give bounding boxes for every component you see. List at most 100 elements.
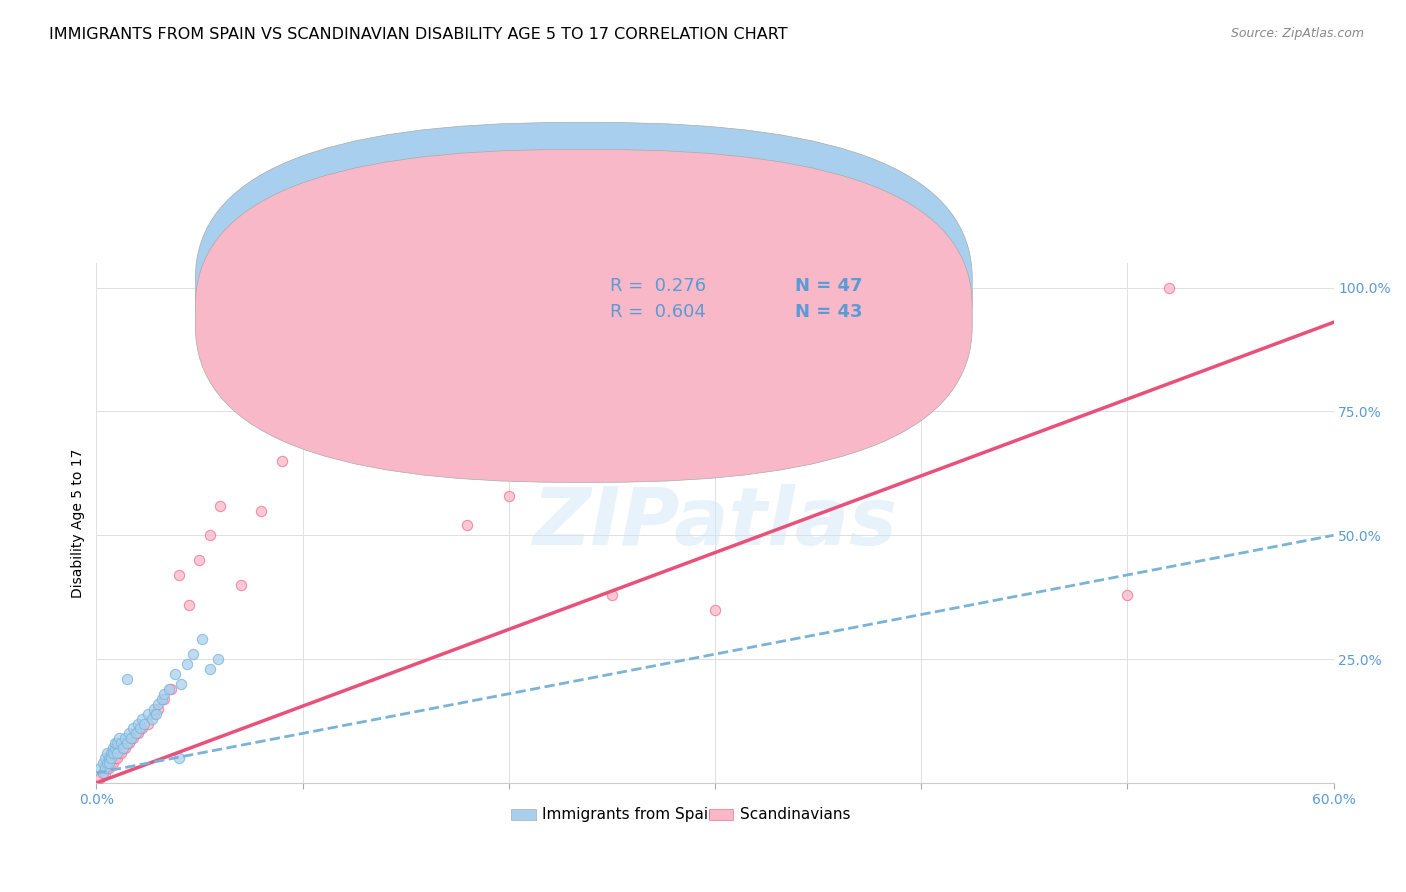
Point xyxy=(374,404,396,418)
Point xyxy=(415,380,437,394)
Point xyxy=(188,553,211,567)
Point xyxy=(209,499,232,513)
Point xyxy=(498,489,520,503)
Point xyxy=(198,662,221,676)
Point xyxy=(131,712,153,726)
Point xyxy=(167,568,190,582)
Point xyxy=(117,736,139,750)
Point xyxy=(110,736,132,750)
Point xyxy=(91,756,114,771)
Point xyxy=(112,741,135,756)
Point xyxy=(207,652,229,666)
Point xyxy=(120,731,142,746)
Point xyxy=(150,691,173,706)
Point xyxy=(141,712,163,726)
Text: Immigrants from Spain: Immigrants from Spain xyxy=(541,807,717,822)
Point xyxy=(96,746,118,760)
Point xyxy=(100,746,122,760)
Point xyxy=(157,681,180,696)
Point xyxy=(96,756,118,771)
Point xyxy=(100,751,122,765)
Point xyxy=(105,746,128,760)
Point xyxy=(148,701,170,715)
Point xyxy=(97,761,120,775)
Point xyxy=(93,761,115,775)
FancyBboxPatch shape xyxy=(195,122,973,455)
Point xyxy=(89,761,111,775)
Point xyxy=(104,736,127,750)
Point xyxy=(128,722,150,736)
Point xyxy=(120,731,142,746)
Point xyxy=(101,746,124,760)
Point xyxy=(127,726,149,740)
Point xyxy=(108,746,131,760)
Point xyxy=(176,657,198,671)
Point xyxy=(97,756,120,771)
Point xyxy=(117,672,139,686)
Point xyxy=(124,726,146,740)
Point xyxy=(333,280,356,294)
Point xyxy=(181,647,204,661)
Point xyxy=(143,706,166,721)
Point xyxy=(703,602,725,616)
Point xyxy=(131,722,153,736)
Point xyxy=(104,741,127,756)
Point xyxy=(101,756,124,771)
Text: N = 43: N = 43 xyxy=(796,303,863,321)
Point xyxy=(145,706,167,721)
Point xyxy=(105,751,128,765)
Point xyxy=(132,716,155,731)
Point xyxy=(114,741,136,756)
Point xyxy=(148,697,170,711)
Point xyxy=(1116,588,1139,602)
Point xyxy=(91,766,114,780)
Y-axis label: Disability Age 5 to 17: Disability Age 5 to 17 xyxy=(72,448,86,598)
Text: R =  0.276: R = 0.276 xyxy=(610,277,706,295)
Point xyxy=(179,598,201,612)
Point xyxy=(153,691,176,706)
Point xyxy=(96,761,118,775)
Point xyxy=(229,578,252,592)
Point xyxy=(97,751,120,765)
Point xyxy=(136,716,159,731)
Point xyxy=(122,722,145,736)
Point xyxy=(127,716,149,731)
FancyBboxPatch shape xyxy=(554,270,876,333)
Point xyxy=(93,766,115,780)
Point xyxy=(110,746,132,760)
Point xyxy=(93,751,115,765)
Point xyxy=(101,741,124,756)
Point xyxy=(143,701,166,715)
Point xyxy=(118,726,141,740)
Text: IMMIGRANTS FROM SPAIN VS SCANDINAVIAN DISABILITY AGE 5 TO 17 CORRELATION CHART: IMMIGRANTS FROM SPAIN VS SCANDINAVIAN DI… xyxy=(49,27,787,42)
FancyBboxPatch shape xyxy=(195,150,973,483)
Bar xyxy=(510,809,536,821)
Point xyxy=(198,528,221,542)
Point xyxy=(112,741,135,756)
Point xyxy=(170,677,193,691)
Text: ZIPatlas: ZIPatlas xyxy=(533,484,897,562)
Point xyxy=(105,736,128,750)
Bar xyxy=(709,809,734,821)
Text: Source: ZipAtlas.com: Source: ZipAtlas.com xyxy=(1230,27,1364,40)
Point xyxy=(190,632,212,647)
Point xyxy=(457,518,479,533)
Point xyxy=(104,751,127,765)
Text: R =  0.604: R = 0.604 xyxy=(610,303,706,321)
Point xyxy=(271,454,294,468)
Point xyxy=(291,429,314,443)
Point xyxy=(108,731,131,746)
Text: N = 47: N = 47 xyxy=(796,277,863,295)
Point xyxy=(153,687,176,701)
Point xyxy=(89,771,111,785)
Point xyxy=(118,736,141,750)
Point xyxy=(159,681,181,696)
Point xyxy=(91,766,114,780)
Point xyxy=(122,731,145,746)
Point xyxy=(167,751,190,765)
Point xyxy=(117,736,139,750)
Point xyxy=(163,667,186,681)
Text: Scandinavians: Scandinavians xyxy=(740,807,851,822)
Point xyxy=(124,726,146,740)
Point xyxy=(600,588,623,602)
